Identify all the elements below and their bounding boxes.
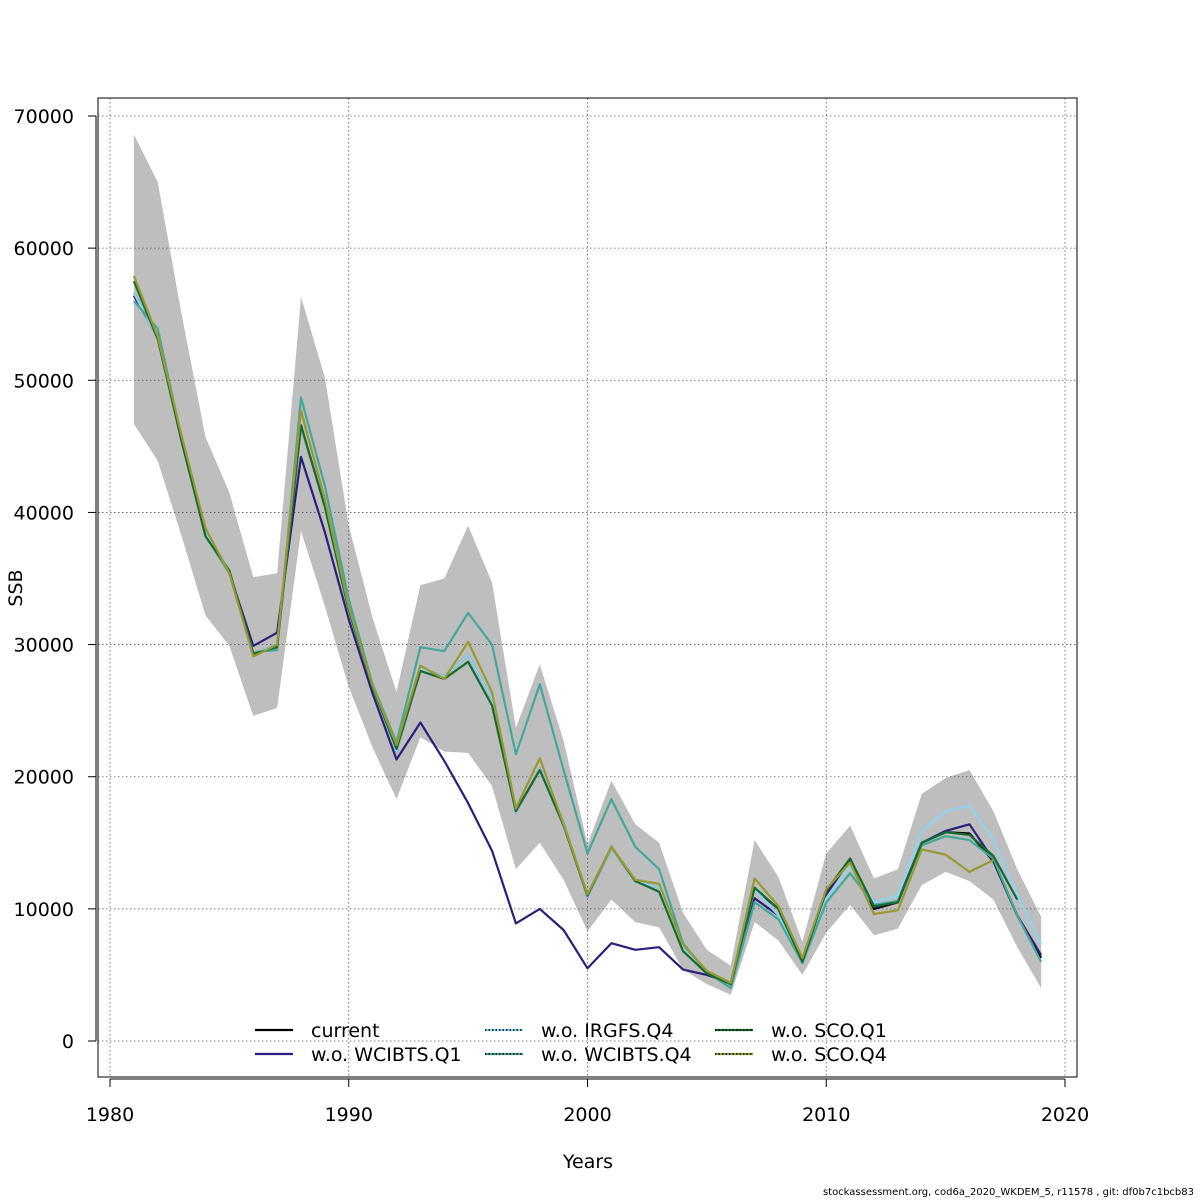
x-tick-label: 1990	[325, 1104, 373, 1126]
series-layer	[132, 275, 1043, 990]
x-tick-label: 2020	[1041, 1104, 1089, 1126]
legend-label: w.o. SCO.Q1	[771, 1020, 887, 1042]
legend-item: w.o. WCIBTS.Q1	[255, 1044, 462, 1066]
confidence-band	[133, 134, 1042, 995]
y-tick-label: 70000	[14, 106, 74, 128]
y-tick-label: 30000	[14, 635, 74, 657]
plot-frame	[97, 97, 1078, 1078]
x-axis-title: Years	[562, 1151, 613, 1173]
legend-label: current	[311, 1020, 380, 1042]
legend-item: w.o. IRGFS.Q4	[485, 1020, 673, 1042]
x-tick-label: 1980	[86, 1104, 134, 1126]
x-axis: 1980 1990 2000 2010 2020	[86, 1078, 1089, 1126]
footer-source: stockassessment.org, cod6a_2020_WKDEM_5,…	[822, 1187, 1194, 1198]
series-line-w-o-sco-q4	[132, 275, 994, 985]
y-axis-title: SSB	[5, 569, 27, 606]
legend-item: w.o. SCO.Q4	[715, 1044, 887, 1066]
y-tick-label: 40000	[14, 502, 74, 524]
x-tick-label: 2000	[563, 1104, 611, 1126]
y-tick-label: 10000	[14, 899, 74, 921]
y-tick-label: 20000	[14, 767, 74, 789]
legend-label: w.o. WCIBTS.Q1	[311, 1044, 462, 1066]
y-tick-label: 60000	[14, 238, 74, 260]
legend-label: w.o. SCO.Q4	[771, 1044, 887, 1066]
legend-item: w.o. SCO.Q1	[715, 1020, 887, 1042]
x-tick-label: 2010	[802, 1104, 850, 1126]
y-tick-label: 0	[62, 1031, 74, 1053]
y-tick-label: 50000	[14, 370, 74, 392]
confidence-band-layer	[133, 134, 1042, 995]
legend-label: w.o. WCIBTS.Q4	[541, 1044, 692, 1066]
legend-item: current	[255, 1020, 380, 1042]
grid-layer	[98, 98, 1077, 1077]
legend-item: w.o. WCIBTS.Q4	[485, 1044, 692, 1066]
y-axis: 0 10000 20000 30000 40000 50000 60000 70000	[14, 106, 97, 1053]
legend-label: w.o. IRGFS.Q4	[541, 1020, 673, 1042]
